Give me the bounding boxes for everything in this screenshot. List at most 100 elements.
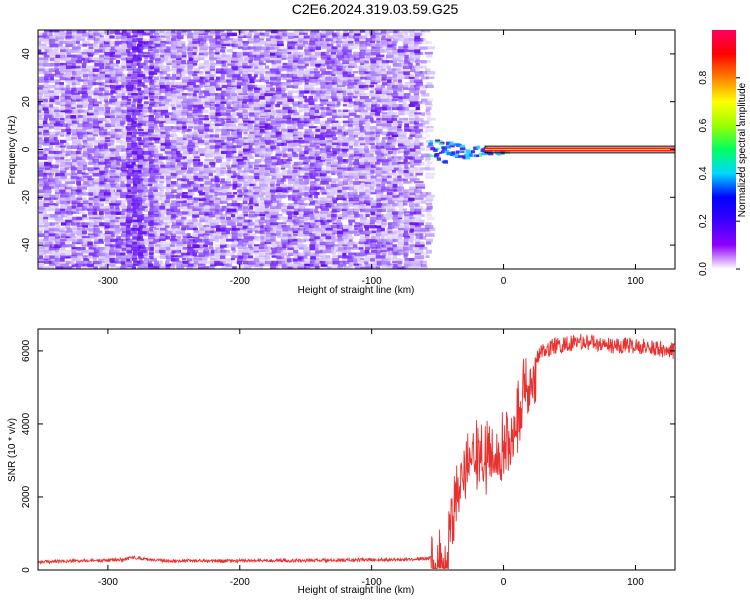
heatmap-cell	[143, 203, 154, 207]
heatmap-cell	[253, 90, 260, 93]
heatmap-cell	[199, 208, 205, 212]
heatmap-cell	[120, 156, 125, 160]
heatmap-cell	[38, 51, 47, 55]
heatmap-cell	[282, 98, 291, 102]
heatmap-cell	[231, 106, 239, 111]
heatmap-cell	[258, 65, 264, 69]
heatmap-cell	[181, 43, 186, 48]
heatmap-cell	[314, 148, 323, 151]
heatmap-cell	[354, 200, 362, 203]
heatmap-cell	[237, 35, 246, 38]
heatmap-cell	[249, 79, 255, 84]
heatmap-cell	[315, 170, 322, 174]
heatmap-cell	[92, 82, 102, 85]
heatmap-cell	[332, 222, 337, 225]
heatmap-cell	[303, 219, 308, 222]
heatmap-cell	[159, 230, 169, 234]
heatmap-cell	[92, 98, 98, 103]
heatmap-cell	[309, 170, 317, 174]
heatmap-cell	[276, 95, 285, 100]
heatmap-cell	[148, 142, 154, 146]
heatmap-cell	[193, 112, 202, 116]
heatmap-cell	[149, 258, 157, 262]
heatmap-cell	[132, 172, 138, 176]
heatmap-cell	[319, 244, 328, 248]
heatmap-cell	[364, 153, 374, 158]
heatmap-cell	[170, 51, 179, 55]
heatmap-cell	[59, 68, 68, 73]
heatmap-cell	[376, 260, 384, 265]
heatmap-cell	[93, 150, 101, 155]
heatmap-cell	[325, 150, 333, 154]
heatmap-cell	[38, 120, 44, 125]
heatmap-cell	[60, 222, 71, 226]
heatmap-cell	[203, 244, 208, 248]
heatmap-cell	[176, 139, 186, 144]
heatmap-cell	[38, 109, 42, 113]
heatmap-cell	[44, 49, 53, 53]
heatmap-cell	[38, 230, 43, 235]
heatmap-cell	[369, 32, 376, 36]
heatmap-cell	[232, 192, 238, 195]
heatmap-cell	[109, 142, 114, 146]
heatmap-cell	[88, 181, 94, 184]
heatmap-cell	[304, 123, 313, 127]
heatmap-cell	[138, 249, 146, 254]
heatmap-cell	[187, 134, 194, 139]
heatmap-cell	[237, 167, 242, 170]
heatmap-cell	[38, 247, 46, 250]
heatmap-cell	[166, 62, 172, 66]
heatmap-cell	[292, 79, 303, 82]
heatmap-cell	[276, 109, 282, 113]
heatmap-cell	[343, 175, 350, 178]
heatmap-cell	[304, 181, 310, 185]
heatmap-cell	[165, 84, 171, 89]
heatmap-cell	[297, 161, 306, 165]
heatmap-cell	[215, 112, 226, 116]
heatmap-cell	[359, 30, 366, 33]
heatmap-cell	[70, 178, 81, 182]
heatmap-cell	[287, 93, 293, 97]
heatmap-cell	[259, 252, 269, 256]
heatmap-cell	[325, 38, 334, 42]
heatmap-cell	[304, 170, 309, 173]
heatmap-cell	[220, 112, 227, 115]
heatmap-cell	[370, 181, 380, 185]
heatmap-cell	[341, 161, 348, 165]
heatmap-cell	[153, 170, 160, 173]
heatmap-cell	[153, 112, 164, 116]
heatmap-cell	[197, 266, 206, 269]
heatmap-cell	[220, 40, 227, 45]
heatmap-cell	[358, 131, 367, 135]
heatmap-cell	[65, 153, 71, 156]
heatmap-cell	[304, 197, 310, 201]
heatmap-cell	[288, 230, 294, 235]
heatmap-cell	[38, 211, 43, 214]
heatmap-cell	[126, 60, 134, 64]
heatmap-cell	[348, 98, 353, 102]
heatmap-cell	[109, 249, 118, 254]
heatmap-cell	[98, 203, 104, 207]
heatmap-cell	[243, 208, 249, 212]
heatmap-cell	[154, 153, 163, 157]
heatmap-cell	[302, 40, 309, 45]
heatmap-cell	[87, 98, 96, 102]
heatmap-cell	[237, 205, 242, 210]
heatmap-cell	[341, 49, 352, 53]
heatmap-cell	[131, 104, 136, 107]
heatmap-cell	[337, 247, 347, 251]
heatmap-cell	[53, 106, 59, 110]
heatmap-cell	[198, 65, 205, 70]
heatmap-cell	[220, 101, 227, 104]
heatmap-cell	[281, 38, 289, 41]
heatmap-cell	[342, 183, 352, 187]
heatmap-cell	[260, 35, 265, 39]
heatmap-cell	[197, 189, 203, 194]
heatmap-cell	[198, 258, 208, 261]
heatmap-cell	[165, 112, 173, 115]
heatmap-cell	[105, 175, 112, 179]
heatmap-cell	[82, 71, 88, 75]
heatmap-cell	[82, 49, 91, 53]
heatmap-cell	[54, 65, 59, 70]
heatmap-cell	[360, 266, 366, 269]
